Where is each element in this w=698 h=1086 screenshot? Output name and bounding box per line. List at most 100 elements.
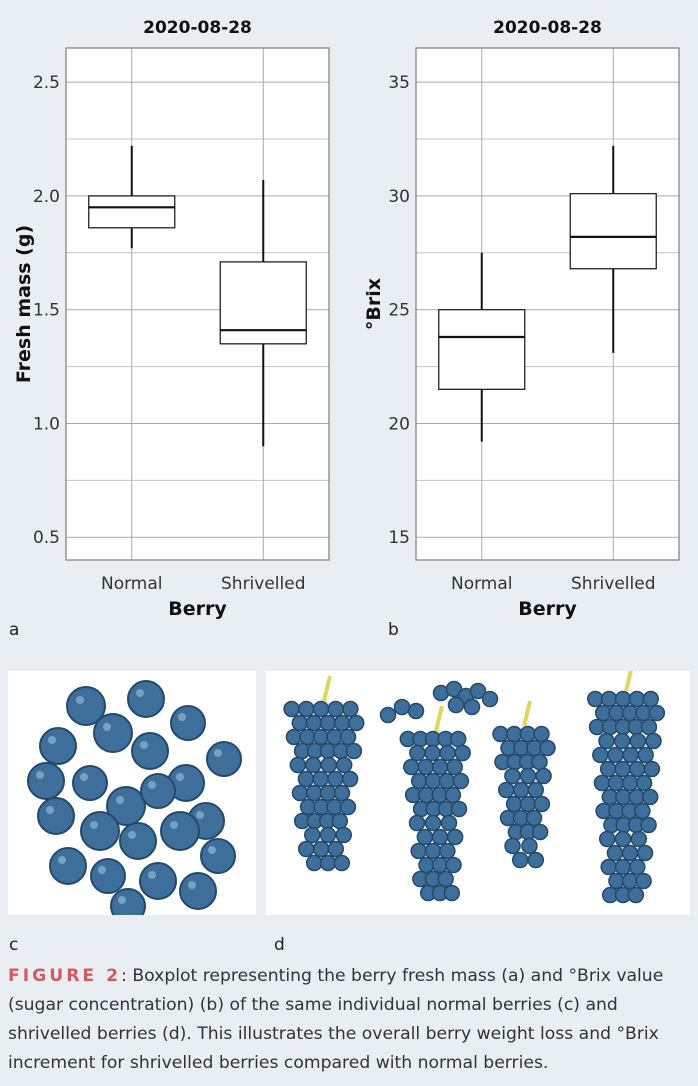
grape (333, 854, 351, 872)
y-tick-label: 0.5 (33, 528, 60, 548)
berry-highlight (76, 696, 84, 704)
grape (291, 714, 309, 732)
grape (614, 690, 632, 708)
grape (445, 856, 462, 874)
stem (522, 700, 532, 727)
grape (407, 702, 425, 720)
normal-berries-image (27, 680, 242, 915)
caption-text: : Boxplot representing the berry fresh m… (8, 966, 664, 1073)
grape (327, 700, 344, 718)
grape (504, 767, 521, 785)
berry-icon (139, 862, 177, 900)
grape (431, 828, 449, 846)
grape (333, 714, 351, 732)
grape (511, 851, 529, 869)
grape (283, 700, 300, 718)
grape (533, 795, 551, 813)
x-tick-label: Shrivelled (571, 574, 656, 594)
grape (607, 774, 625, 792)
berry-icon (200, 838, 236, 874)
grape (341, 770, 359, 788)
grape (504, 837, 521, 855)
grape (587, 690, 604, 708)
grape (424, 814, 442, 832)
berry-highlight (140, 741, 148, 749)
grape (298, 700, 315, 718)
grape (450, 800, 468, 818)
grape (614, 760, 631, 778)
grape (519, 725, 537, 743)
grape (327, 840, 345, 858)
berry-icon (80, 811, 120, 851)
grape (312, 728, 330, 746)
grape (531, 823, 549, 841)
grape-bunch-icon (492, 700, 556, 869)
grape (410, 842, 427, 860)
grape (640, 816, 657, 834)
berry-highlight (103, 723, 111, 731)
stem (322, 675, 332, 702)
grape (345, 742, 363, 760)
berry-icon (27, 762, 65, 800)
grape (339, 728, 357, 746)
grape (628, 690, 646, 708)
berry-icon (72, 765, 108, 801)
grape (600, 690, 618, 708)
panel-label-d: d (274, 935, 285, 955)
grape (443, 884, 461, 902)
berry-icon (37, 797, 75, 835)
grape (339, 798, 357, 816)
shrivelled-bunches-photo (266, 671, 690, 915)
grape (621, 774, 639, 792)
grape (424, 744, 441, 762)
grape (525, 809, 543, 827)
grape (606, 844, 624, 862)
grape (416, 828, 434, 846)
stem (434, 705, 444, 732)
grape (285, 728, 303, 746)
berry-icon (66, 686, 106, 726)
grape (643, 760, 661, 778)
y-tick-label: 35 (388, 73, 410, 93)
box-shrivelled (219, 179, 307, 447)
grape (417, 758, 434, 776)
y-axis-label: Fresh mass (g) (13, 225, 35, 383)
box-normal (438, 252, 526, 442)
grape (621, 872, 639, 890)
grape (642, 690, 659, 708)
berry-highlight (116, 796, 124, 804)
grape (505, 795, 523, 813)
grape (527, 851, 545, 869)
iqr-box (219, 261, 307, 345)
berry-highlight (170, 821, 178, 829)
berry-icon (179, 872, 217, 910)
grape (614, 858, 632, 876)
iqr-box (88, 195, 176, 229)
grape (452, 772, 470, 790)
x-tick-label: Normal (451, 574, 513, 594)
grape (305, 784, 323, 802)
normal-berries-photo (8, 671, 256, 915)
berry-highlight (208, 846, 216, 854)
grape (312, 840, 330, 858)
box-normal (88, 145, 176, 249)
berry-highlight (36, 771, 44, 779)
grape (600, 858, 617, 876)
grape (614, 830, 632, 848)
grape (379, 706, 397, 724)
grape (445, 680, 463, 698)
grape (333, 784, 351, 802)
plot-border (65, 47, 330, 561)
grape (463, 698, 481, 716)
grape (424, 842, 442, 860)
grape (531, 753, 548, 771)
grape (320, 756, 337, 774)
grape (607, 746, 624, 764)
grape (648, 704, 666, 722)
grape (312, 770, 329, 788)
grape (535, 767, 552, 785)
grape (630, 830, 648, 848)
grape (635, 774, 653, 792)
grape (299, 728, 316, 746)
grape (627, 886, 645, 904)
